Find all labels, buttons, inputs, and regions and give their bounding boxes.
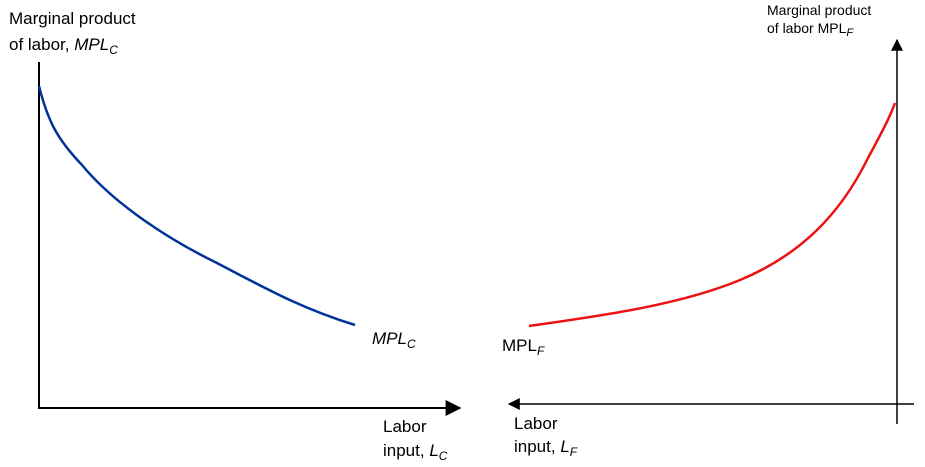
left-x-axis-label: Labor input, LC: [383, 417, 448, 463]
mpl-f-curve-label: MPLF: [502, 336, 545, 358]
right-y-axis-label: Marginal product of labor MPLF: [767, 2, 875, 39]
mpl-c-curve: [37, 85, 356, 327]
mpl-f-curve: [528, 102, 897, 328]
right-panel: Marginal product of labor MPLF Labor inp…: [502, 2, 914, 459]
right-x-axis-label: Labor input, LF: [514, 414, 578, 459]
left-y-axis-label: Marginal product of labor, MPLC: [9, 9, 140, 57]
left-panel: Marginal product of labor, MPLC Labor in…: [9, 9, 462, 463]
mpl-c-curve-label: MPLC: [372, 329, 416, 351]
